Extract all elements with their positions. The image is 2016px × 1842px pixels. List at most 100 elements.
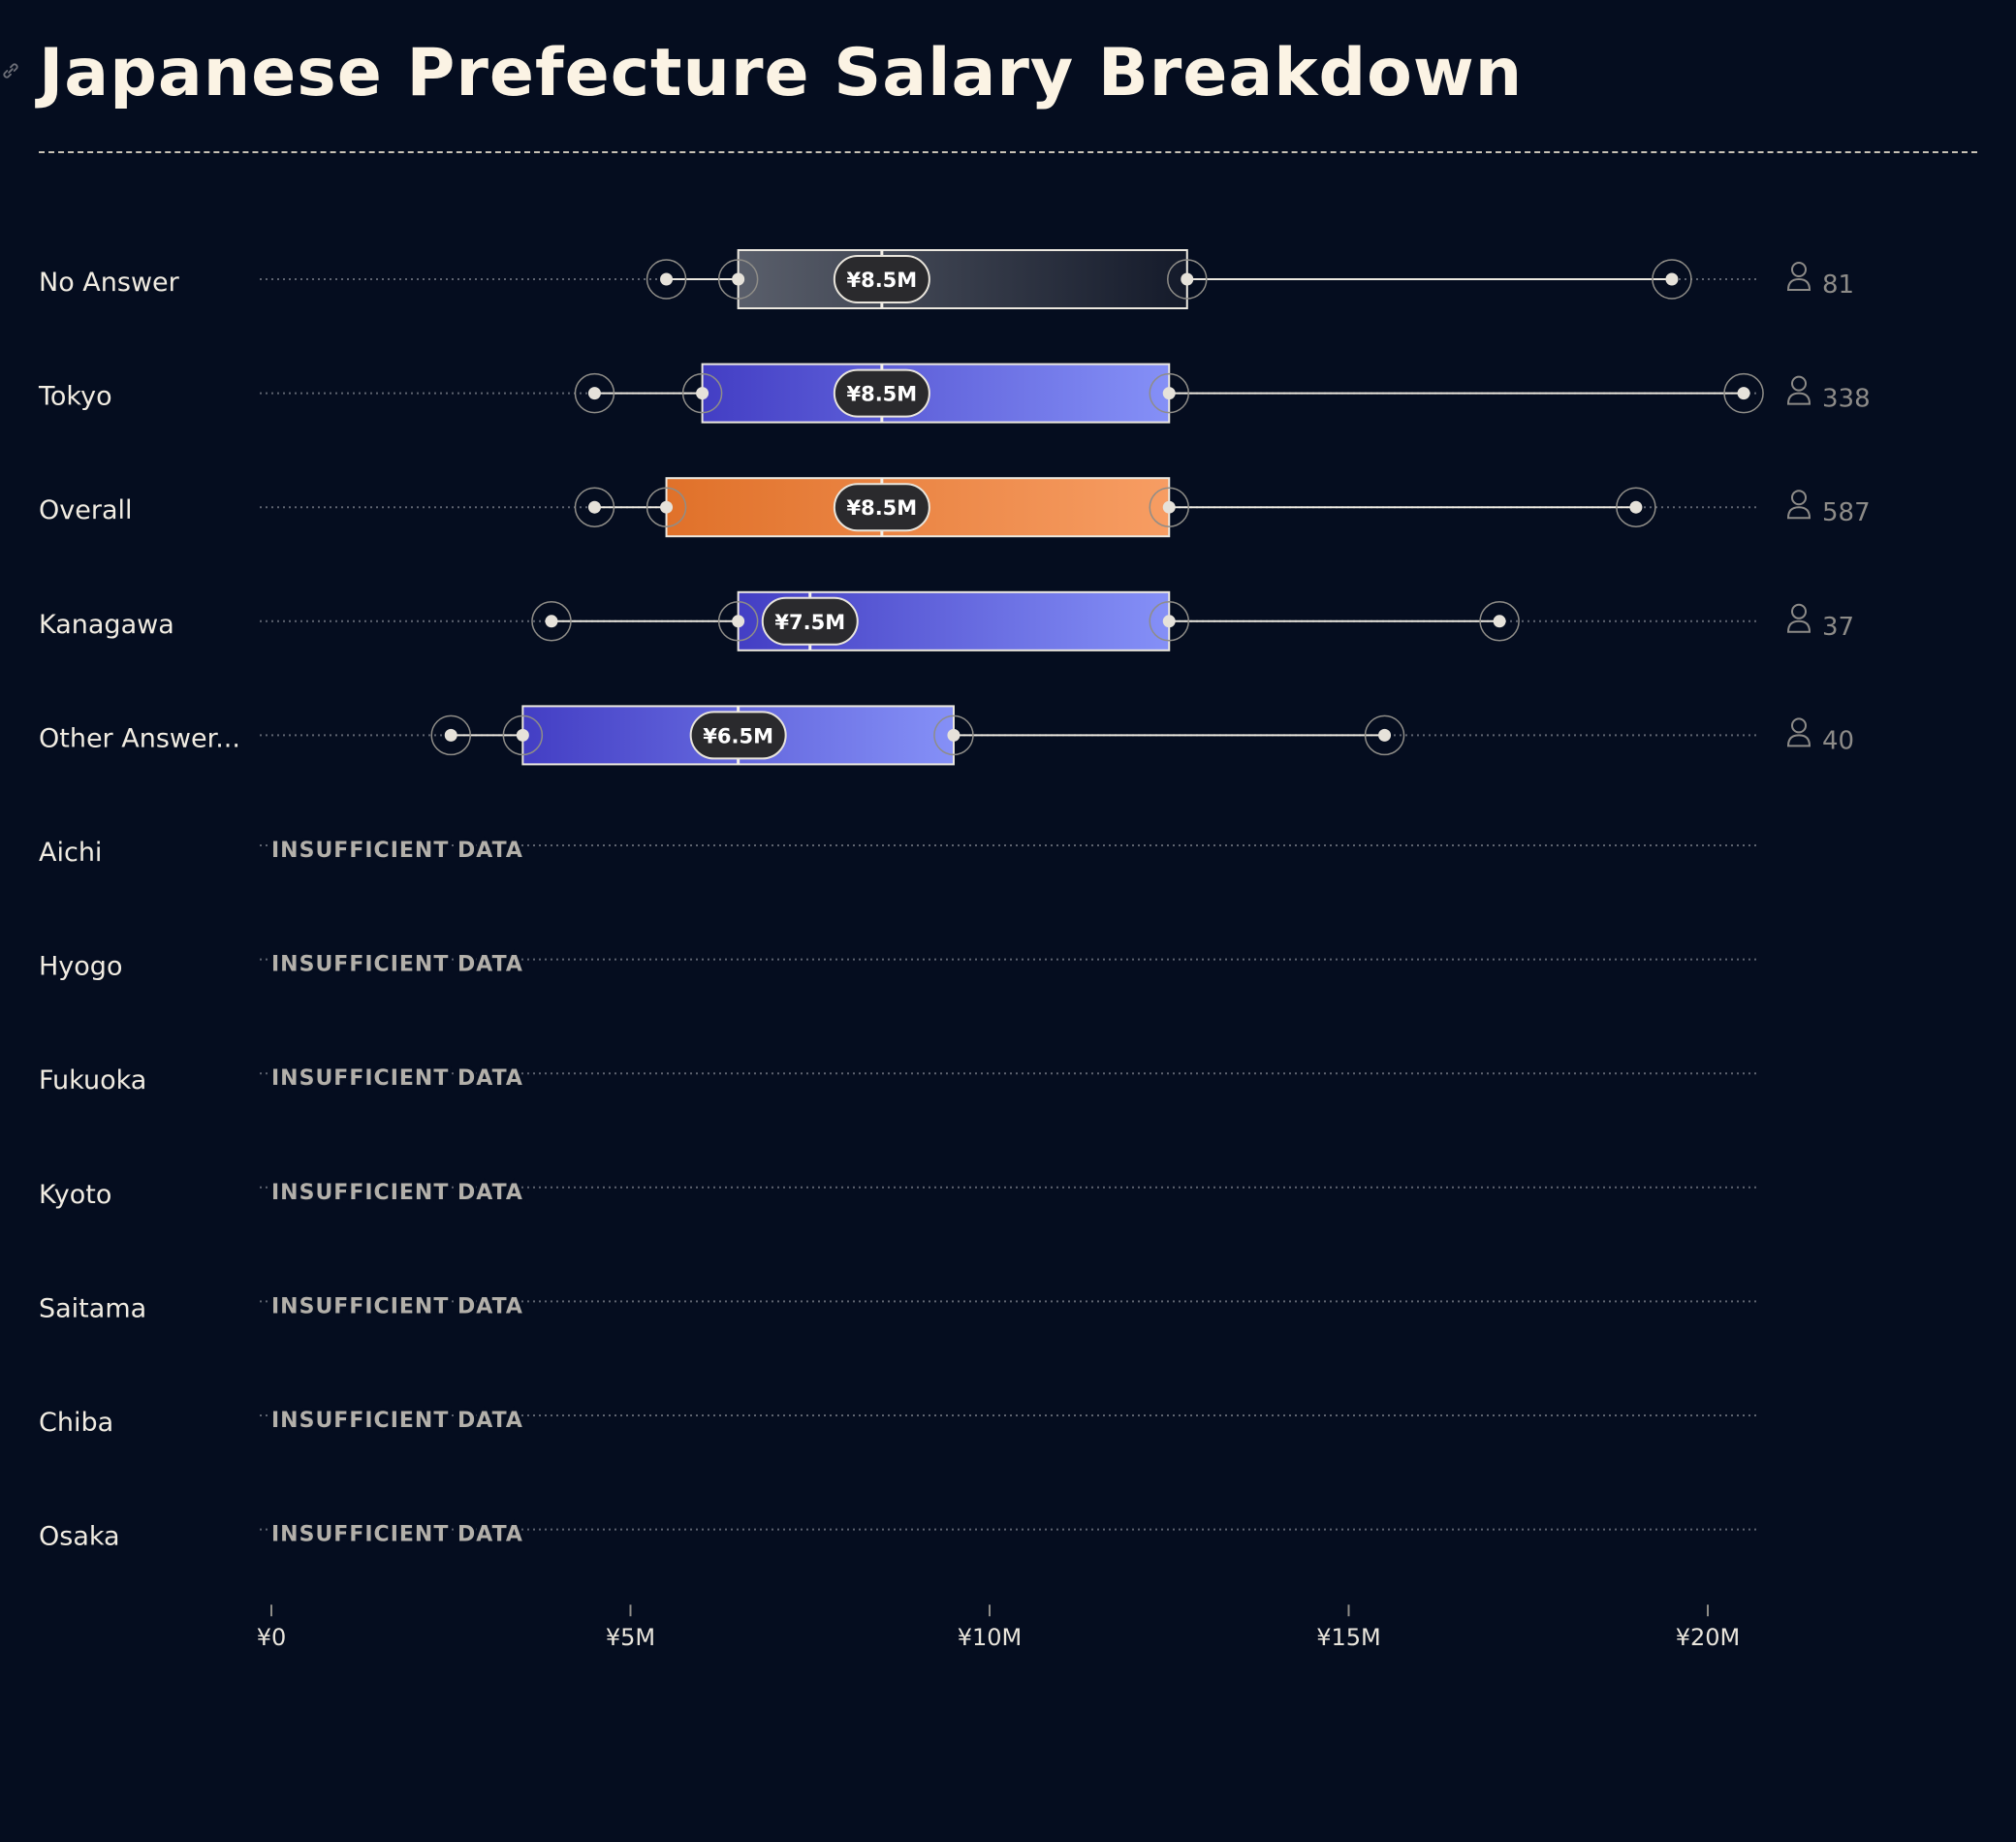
median-badge <box>833 368 930 418</box>
median-badge <box>761 596 859 646</box>
q3-point-ring <box>933 715 974 756</box>
x-tick-label: ¥15M <box>1316 1624 1381 1651</box>
median-label: ¥7.5M <box>774 611 845 634</box>
insufficient-data-label: INSUFFICIENT DATA <box>271 953 523 977</box>
respondent-count: 587 <box>1822 498 1871 527</box>
title-divider <box>39 151 1977 153</box>
q3-point-ring <box>1149 601 1189 642</box>
insufficient-data-label: INSUFFICIENT DATA <box>271 1523 523 1547</box>
iqr-box[interactable] <box>701 363 1171 424</box>
row-label: No Answer <box>39 268 180 298</box>
row-label: Chiba <box>39 1408 113 1438</box>
x-tick-label: ¥0 <box>257 1624 287 1651</box>
chart-row: Other Answer... ¥6.5M 40 <box>39 705 1854 766</box>
median-label: ¥6.5M <box>703 724 773 747</box>
median-badge <box>833 483 930 532</box>
q3-point-ring <box>1149 372 1189 414</box>
max-point-ring <box>1723 372 1764 414</box>
person-icon <box>1786 717 1811 747</box>
person-icon <box>1786 375 1811 405</box>
max-point-ring <box>1479 601 1520 642</box>
page-title: Japanese Prefecture Salary Breakdown <box>39 35 1524 111</box>
insufficient-data-label: INSUFFICIENT DATA <box>271 1409 523 1433</box>
chart-row: Kyoto INSUFFICIENT DATA <box>39 1178 1756 1210</box>
q1-point <box>696 387 709 400</box>
min-point <box>545 615 558 628</box>
median-badge <box>833 255 930 303</box>
chart-row: Chiba INSUFFICIENT DATA <box>39 1406 1756 1438</box>
q1-point <box>660 500 674 514</box>
min-point <box>587 387 601 400</box>
row-label: Fukuoka <box>39 1065 146 1096</box>
link-icon[interactable] <box>0 60 21 81</box>
insufficient-data-label: INSUFFICIENT DATA <box>271 839 523 863</box>
row-label: Osaka <box>39 1522 120 1552</box>
max-point <box>1493 615 1506 628</box>
q1-point-ring <box>502 715 544 756</box>
q3-point <box>1162 387 1176 400</box>
q3-point <box>1181 272 1194 286</box>
chart-row: No Answer ¥8.5M 81 <box>39 249 1854 309</box>
q3-point-ring <box>1167 259 1208 300</box>
q1-point-ring <box>646 487 687 527</box>
chart-row: Kanagawa ¥7.5M 37 <box>39 590 1854 651</box>
q1-point <box>516 728 529 742</box>
row-label: Overall <box>39 495 133 525</box>
max-point <box>1737 387 1750 400</box>
chart-row: Fukuoka INSUFFICIENT DATA <box>39 1064 1756 1096</box>
row-label: Saitama <box>39 1293 146 1323</box>
median-label: ¥8.5M <box>846 269 917 292</box>
q3-point <box>1162 615 1176 628</box>
respondent-count: 81 <box>1822 270 1854 300</box>
max-point-ring <box>1616 487 1656 527</box>
min-point <box>444 728 457 742</box>
q1-point <box>732 272 745 286</box>
x-tick-label: ¥10M <box>958 1624 1023 1651</box>
chart-row: Hyogo INSUFFICIENT DATA <box>39 950 1756 982</box>
q1-point-ring <box>717 259 759 300</box>
q3-point <box>947 728 961 742</box>
q3-point-ring <box>1149 487 1189 527</box>
row-label: Hyogo <box>39 952 122 982</box>
respondent-count: 37 <box>1822 613 1854 642</box>
respondent-count: 338 <box>1822 385 1871 414</box>
respondent-count: 40 <box>1822 726 1854 755</box>
max-point <box>1378 728 1392 742</box>
q3-point <box>1162 500 1176 514</box>
max-point <box>1665 272 1679 286</box>
max-point-ring <box>1364 715 1405 756</box>
person-icon <box>1786 603 1811 633</box>
min-point-ring <box>646 259 687 300</box>
q1-point <box>732 615 745 628</box>
chart-row: Aichi INSUFFICIENT DATA <box>39 836 1756 868</box>
min-point-ring <box>574 487 615 527</box>
max-point <box>1629 500 1643 514</box>
x-tick-label: ¥5M <box>606 1624 655 1651</box>
median-label: ¥8.5M <box>846 496 917 520</box>
x-tick-label: ¥20M <box>1676 1624 1741 1651</box>
row-label: Aichi <box>39 838 102 868</box>
min-point-ring <box>430 715 471 756</box>
person-icon <box>1786 490 1811 520</box>
row-label: Other Answer... <box>39 723 240 753</box>
iqr-box[interactable] <box>737 249 1188 309</box>
row-label: Kyoto <box>39 1180 111 1210</box>
min-point-ring <box>531 601 572 642</box>
chart-row: Overall ¥8.5M 587 <box>39 477 1871 538</box>
q1-point-ring <box>681 372 723 414</box>
insufficient-data-label: INSUFFICIENT DATA <box>271 1181 523 1205</box>
row-label: Tokyo <box>38 382 112 412</box>
max-point-ring <box>1652 259 1692 300</box>
insufficient-data-label: INSUFFICIENT DATA <box>271 1294 523 1318</box>
median-badge <box>689 711 787 760</box>
min-point <box>587 500 601 514</box>
row-label: Kanagawa <box>39 610 174 640</box>
insufficient-data-label: INSUFFICIENT DATA <box>271 1066 523 1091</box>
chart-row: Osaka INSUFFICIENT DATA <box>39 1520 1756 1552</box>
chart-row: Tokyo ¥8.5M 338 <box>38 363 1871 424</box>
q1-point-ring <box>717 601 759 642</box>
chart-row: Saitama INSUFFICIENT DATA <box>39 1291 1756 1323</box>
person-icon <box>1786 262 1811 291</box>
min-point <box>660 272 674 286</box>
